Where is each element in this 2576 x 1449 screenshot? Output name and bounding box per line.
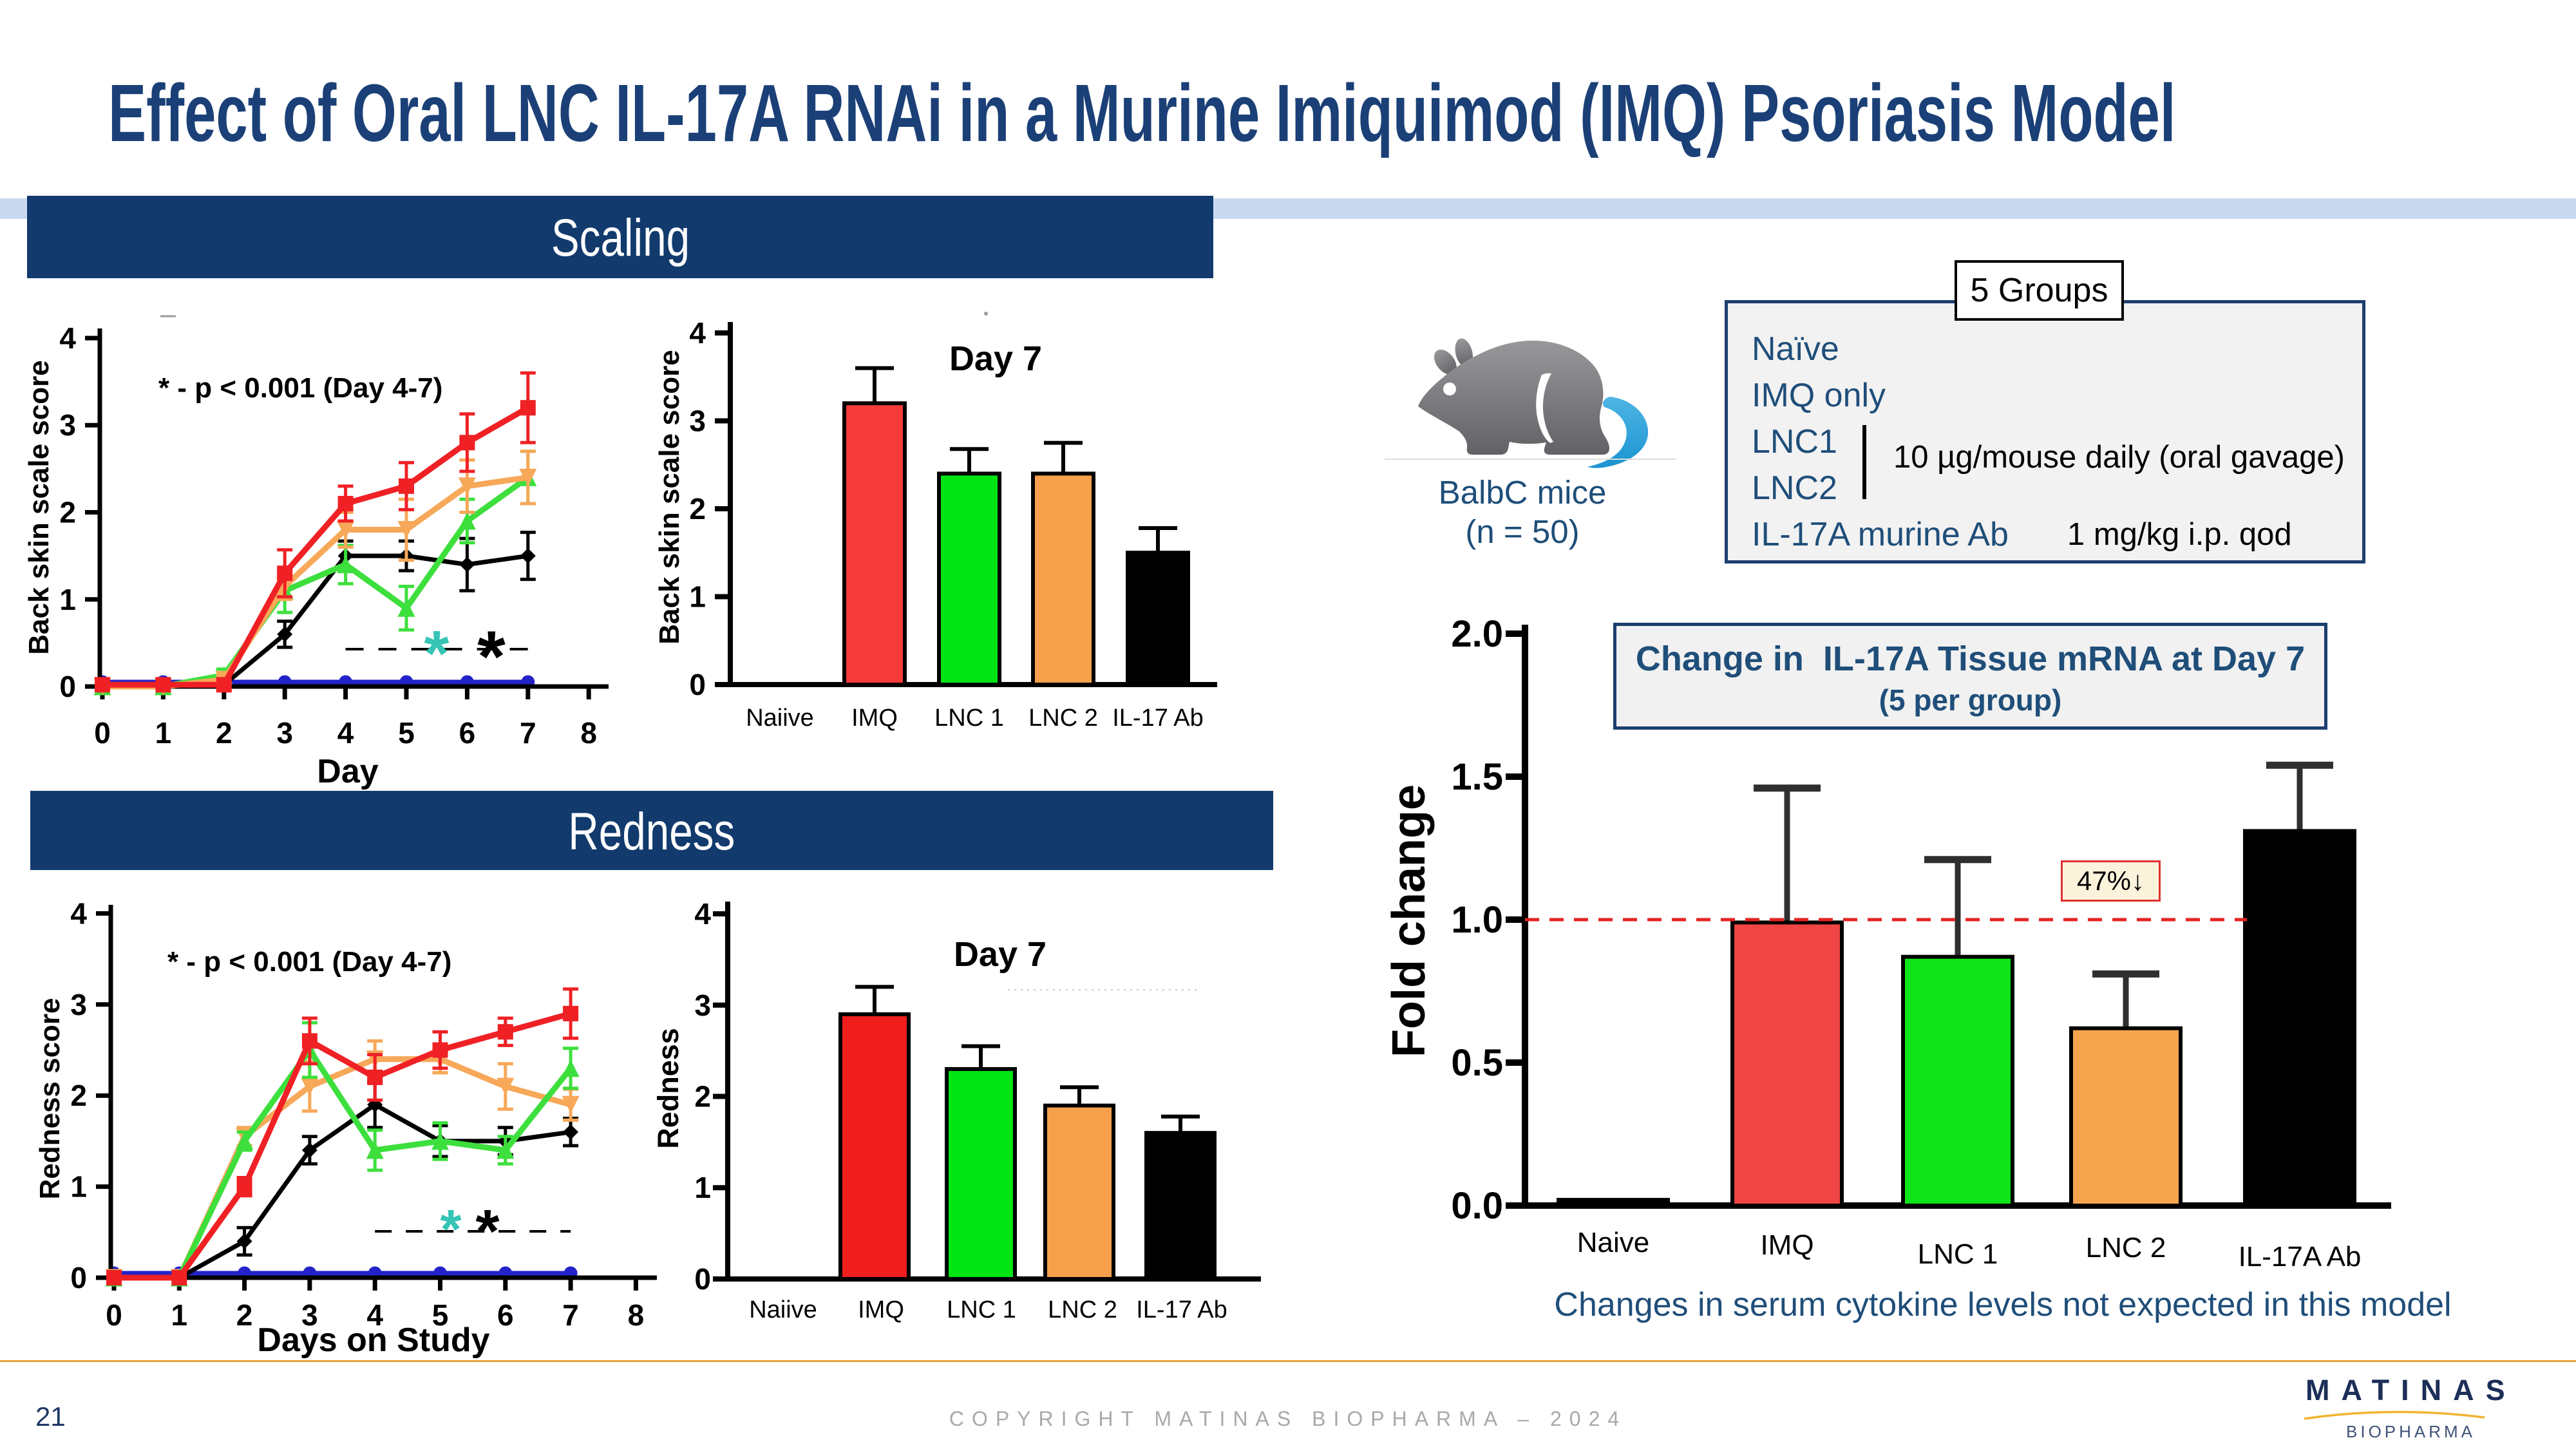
svg-text:0: 0	[106, 1298, 122, 1332]
svg-text:4: 4	[694, 897, 711, 931]
svg-text:0.5: 0.5	[1451, 1042, 1503, 1084]
svg-text:0: 0	[59, 670, 76, 703]
svg-text:Redness score: Redness score	[34, 998, 66, 1199]
svg-text:Back skin scale score: Back skin scale score	[23, 360, 55, 654]
svg-text:2: 2	[236, 1298, 253, 1332]
svg-text:* - p < 0.001 (Day 4-7): * - p < 0.001 (Day 4-7)	[158, 372, 442, 404]
svg-text:2: 2	[59, 496, 76, 529]
svg-text:Back skin scale score: Back skin scale score	[654, 350, 685, 644]
svg-text:0: 0	[689, 668, 706, 701]
svg-text:LNC 1: LNC 1	[1918, 1238, 1998, 1270]
svg-text:1: 1	[171, 1298, 188, 1332]
svg-text:0: 0	[94, 716, 111, 750]
svg-text:1.5: 1.5	[1451, 756, 1503, 798]
svg-text:2.0: 2.0	[1451, 613, 1503, 655]
svg-text:3: 3	[59, 408, 76, 442]
svg-text:3: 3	[694, 989, 711, 1022]
svg-text:6: 6	[459, 716, 476, 750]
svg-text:IL-17 Ab: IL-17 Ab	[1136, 1296, 1227, 1323]
svg-text:1: 1	[694, 1171, 711, 1204]
svg-text:IMQ: IMQ	[1760, 1229, 1814, 1261]
svg-text:LNC 2: LNC 2	[2086, 1232, 2166, 1264]
svg-text:Redness: Redness	[652, 1028, 685, 1149]
svg-text:2: 2	[70, 1079, 87, 1112]
svg-text:IL-17 Ab: IL-17 Ab	[1112, 705, 1204, 732]
svg-text:Naive: Naive	[1577, 1227, 1650, 1258]
svg-text:1.0: 1.0	[1451, 899, 1503, 941]
svg-text:3: 3	[689, 404, 706, 438]
svg-text:3: 3	[70, 988, 87, 1021]
svg-text:1: 1	[689, 580, 706, 614]
svg-text:IMQ: IMQ	[858, 1296, 904, 1323]
svg-text:*: *	[477, 616, 506, 697]
svg-text:Day 7: Day 7	[954, 935, 1046, 974]
svg-text:0: 0	[70, 1261, 87, 1294]
svg-text:2: 2	[689, 492, 706, 526]
svg-text:* - p < 0.001 (Day 4-7): * - p < 0.001 (Day 4-7)	[167, 946, 451, 978]
svg-text:Naiive: Naiive	[746, 705, 814, 732]
svg-text:IMQ: IMQ	[851, 705, 898, 732]
svg-text:4: 4	[366, 1298, 383, 1332]
svg-text:IL-17A Ab: IL-17A Ab	[2239, 1241, 2362, 1273]
svg-text:3: 3	[276, 716, 293, 750]
svg-text:2: 2	[216, 716, 232, 750]
svg-text:LNC 1: LNC 1	[934, 705, 1004, 732]
svg-text:2: 2	[694, 1080, 711, 1113]
svg-text:8: 8	[628, 1298, 645, 1332]
svg-text:7: 7	[562, 1298, 579, 1332]
svg-text:LNC 2: LNC 2	[1028, 705, 1098, 732]
svg-text:LNC 2: LNC 2	[1048, 1296, 1117, 1323]
svg-text:8: 8	[580, 716, 597, 750]
svg-text:Day 7: Day 7	[949, 339, 1042, 378]
svg-text:6: 6	[497, 1298, 514, 1332]
svg-text:0: 0	[694, 1262, 711, 1296]
svg-text:*: *	[476, 1197, 500, 1265]
svg-text:1: 1	[155, 716, 172, 750]
svg-text:5: 5	[398, 716, 415, 750]
svg-text:3: 3	[301, 1298, 318, 1332]
svg-text:Naiive: Naiive	[749, 1296, 817, 1323]
svg-text:7: 7	[520, 716, 536, 750]
svg-text:Fold change: Fold change	[1385, 784, 1435, 1057]
svg-text:*: *	[424, 618, 450, 690]
svg-text:1: 1	[70, 1170, 87, 1204]
svg-text:1: 1	[59, 583, 76, 616]
svg-text:4: 4	[59, 321, 76, 355]
svg-text:Day: Day	[317, 753, 378, 790]
svg-text:4: 4	[70, 896, 87, 930]
svg-text:4: 4	[337, 716, 354, 750]
svg-text:*: *	[440, 1199, 461, 1260]
svg-text:5: 5	[432, 1298, 449, 1332]
svg-text:0.0: 0.0	[1451, 1185, 1503, 1227]
svg-text:LNC 1: LNC 1	[947, 1296, 1016, 1323]
svg-text:4: 4	[689, 316, 706, 350]
svg-text:Days on Study: Days on Study	[257, 1321, 489, 1359]
